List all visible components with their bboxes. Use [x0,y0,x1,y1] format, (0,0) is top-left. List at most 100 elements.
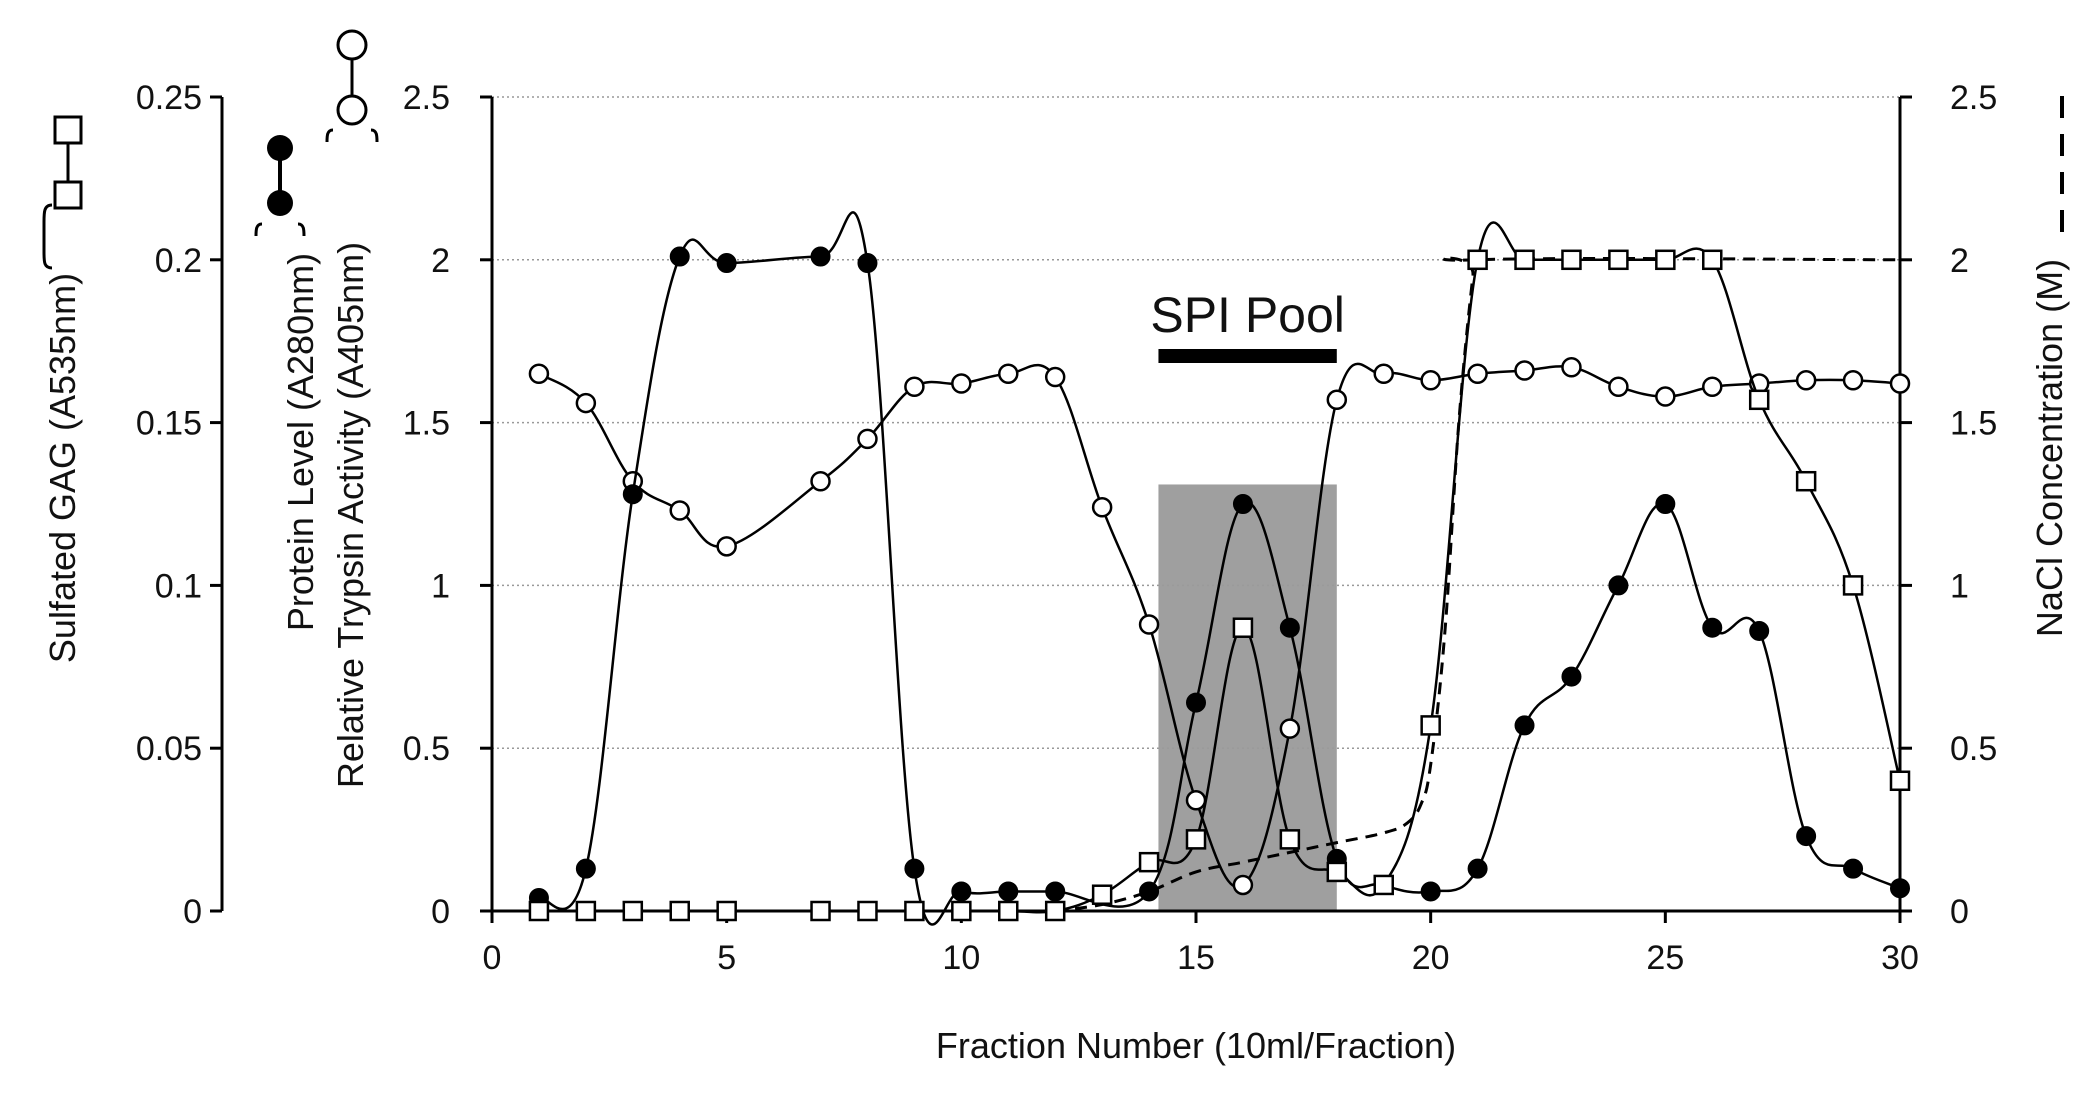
point-gag [998,900,1019,922]
point-protein [1796,826,1817,847]
gag-tick-label: 0.05 [136,730,202,768]
nacl-tick-label: 0 [1950,893,1969,931]
point-gag [810,900,831,922]
point-protein [1279,617,1300,638]
point-trypsin [1185,790,1207,811]
point-trypsin [857,428,878,450]
point-protein [1561,666,1582,687]
legend-markers [42,29,2064,270]
nacl-tick-label: 2.5 [1950,79,1997,117]
point-trypsin [1044,366,1066,388]
point-gag [1044,900,1066,922]
x-tick-label: 25 [1646,939,1684,977]
point-gag [1748,389,1770,411]
point-protein [1702,617,1723,638]
point-protein [998,881,1019,902]
point-trypsin [951,373,972,394]
gag-tick-label: 0.25 [136,79,202,117]
x-tick-label: 10 [942,939,980,977]
point-trypsin [1655,386,1676,407]
protein-tick-label: 0 [431,893,450,931]
point-gag [1608,249,1629,271]
point-protein [1420,881,1441,902]
point-protein [1186,692,1206,713]
point-gag [1232,617,1254,638]
protein-tick-label: 1 [431,567,450,605]
protein-tick-label: 0.5 [403,730,450,768]
gag-tick-label: 0.1 [155,567,202,605]
point-trypsin [1138,614,1160,635]
point-trypsin [1702,376,1723,398]
nacl-tick-label: 1.5 [1950,405,1997,443]
gag-tick-label: 0.15 [136,405,202,443]
protein-axis-label: Protein Level (A280nm) [280,253,321,631]
x-tick-label: 20 [1412,939,1450,977]
point-protein [1843,858,1864,879]
point-gag [575,900,597,922]
point-protein [1514,715,1535,736]
point-trypsin [1842,370,1864,391]
gag-axis-label: Sulfated GAG (A535nm) [42,273,83,663]
point-gag [1514,249,1535,271]
axes: 0 5 10 15 20 25 3000.050.10.150.20.2500.511.52… [136,79,1997,977]
point-protein [575,858,596,879]
point-trypsin [716,536,737,557]
protein-tick-label: 2 [431,242,450,280]
point-protein [1045,881,1066,902]
point-protein [669,246,690,267]
point-gag [1138,851,1160,873]
point-trypsin [575,392,597,414]
point-gag [669,900,690,922]
protein-tick-label: 1.5 [403,405,450,443]
point-protein [1467,858,1488,879]
nacl-tick-label: 1 [1950,567,1969,605]
point-gag [1842,575,1864,596]
series-line-nacl [1054,256,1901,913]
trypsin-axis-label: Relative Trypsin Activity (A405nm) [330,242,371,788]
gag-tick-label: 0 [183,893,202,931]
legend-protein-icon [254,135,306,237]
point-trypsin [1467,363,1488,385]
nacl-tick-label: 2 [1950,242,1969,280]
x-tick-label: 0 [483,939,502,977]
point-protein [1608,575,1629,596]
series-gag [528,221,1911,922]
series-protein [528,211,1910,926]
legend-trypsin-icon [325,29,379,143]
point-gag [1889,770,1911,792]
point-gag [1091,884,1113,905]
point-trypsin [1514,360,1535,381]
legend-gag-icon [42,115,83,270]
point-gag [1467,249,1488,271]
point-gag [1185,829,1207,850]
point-gag [1561,249,1582,271]
point-gag [716,900,737,922]
point-protein [1655,494,1676,514]
gag-tick-label: 0.2 [155,242,202,280]
point-trypsin [1420,370,1441,391]
series-layer [528,211,1911,926]
point-gag [1279,829,1301,850]
point-gag [528,900,550,922]
point-protein [857,253,878,274]
series-nacl [1054,256,1901,913]
point-trypsin [1889,373,1911,394]
spi-pool-label: SPI Pool [1150,287,1345,343]
point-protein [1139,881,1160,902]
point-protein [622,484,643,505]
point-protein [904,858,925,879]
point-gag [1702,249,1723,271]
x-axis-label: Fraction Number (10ml/Fraction) [936,1025,1456,1066]
point-trypsin [904,376,925,398]
x-tick-label: 15 [1177,939,1215,977]
point-trypsin [810,470,831,492]
point-trypsin [1608,376,1629,398]
point-gag [1655,249,1676,271]
point-trypsin [1279,718,1301,739]
point-protein [1232,494,1253,514]
point-trypsin [998,363,1019,385]
point-protein [1749,620,1770,641]
point-gag [1795,470,1817,492]
point-gag [904,900,925,922]
